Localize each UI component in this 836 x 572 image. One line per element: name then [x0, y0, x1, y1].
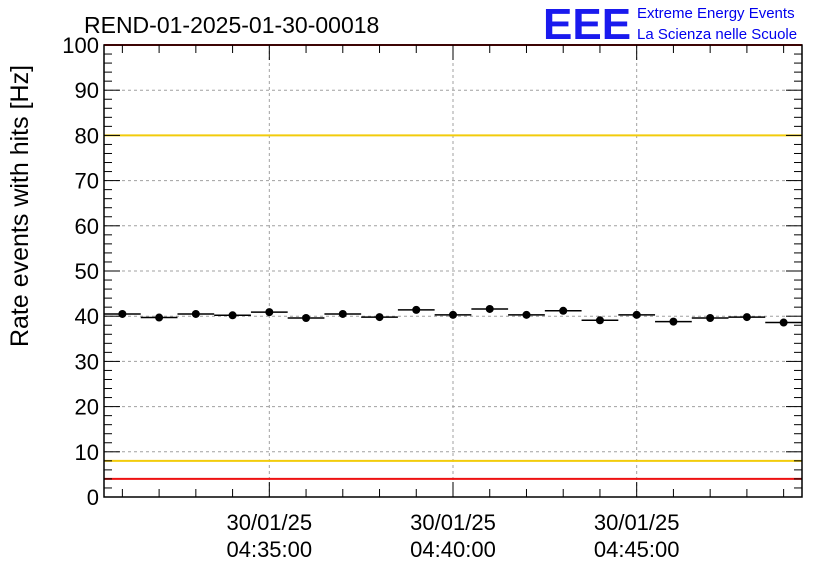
data-point [375, 313, 384, 322]
y-tick-label: 60 [75, 214, 99, 239]
data-point [559, 306, 568, 315]
eee-logo: EEE Extreme Energy Events La Scienza nel… [543, 0, 797, 49]
y-tick-label: 70 [75, 169, 99, 194]
logo-mark: EEE [543, 0, 631, 49]
logo-line-2: La Scienza nelle Scuole [637, 26, 797, 43]
y-tick-label: 50 [75, 259, 99, 284]
y-axis-label: Rate events with hits [Hz] [6, 65, 34, 347]
chart-title: REND-01-2025-01-30-00018 [84, 12, 379, 38]
tick-labels: 010203040506070809010030/01/2504:35:0030… [62, 33, 679, 562]
y-tick-label: 90 [75, 78, 99, 103]
y-tick-label: 100 [62, 33, 99, 58]
y-tick-label: 40 [75, 304, 99, 329]
data-point [228, 311, 237, 320]
data-point [449, 310, 457, 319]
data-point [485, 304, 494, 313]
x-tick-date: 30/01/25 [594, 510, 680, 535]
data-point [191, 309, 200, 318]
data-point [338, 309, 347, 318]
y-tick-label: 0 [87, 485, 99, 510]
y-tick-label: 20 [75, 395, 99, 420]
grid-lines [104, 45, 802, 497]
data-point [669, 317, 678, 326]
data-point [742, 313, 751, 322]
x-tick-date: 30/01/25 [226, 510, 312, 535]
data-point [595, 316, 604, 325]
data-point [302, 314, 311, 323]
data-point [118, 309, 127, 318]
data-point [155, 313, 164, 322]
y-tick-label: 80 [75, 123, 99, 148]
data-point [779, 318, 788, 327]
data-points [104, 304, 802, 327]
plot-frame [103, 44, 803, 498]
y-tick-label: 30 [75, 349, 99, 374]
data-point [412, 305, 421, 314]
data-point [632, 310, 641, 319]
x-tick-time: 04:40:00 [410, 537, 496, 562]
x-tick-time: 04:35:00 [226, 537, 312, 562]
x-tick-date: 30/01/25 [410, 510, 496, 535]
y-tick-label: 10 [75, 440, 99, 465]
data-point [522, 310, 531, 319]
data-point [706, 314, 715, 323]
data-point [265, 308, 274, 317]
x-tick-time: 04:45:00 [594, 537, 680, 562]
logo-line-1: Extreme Energy Events [637, 5, 795, 22]
